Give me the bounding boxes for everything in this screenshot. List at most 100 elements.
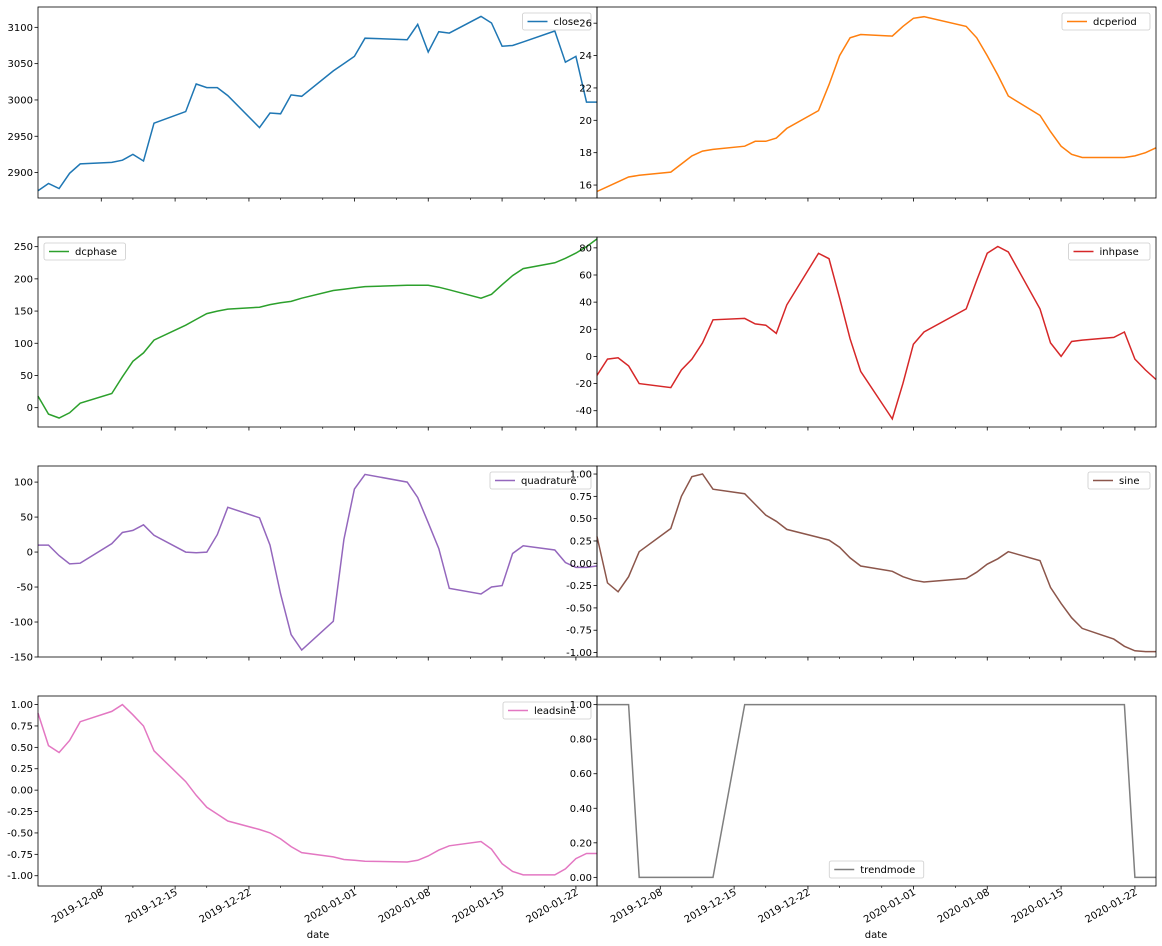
legend-label: trendmode [860,865,915,876]
x-tick-label: 2019-12-15 [124,887,180,926]
legend-label: dcperiod [1093,17,1137,28]
legend-box [828,860,925,879]
axes-frame [37,695,598,887]
y-tick-label: 0.50 [11,743,33,754]
axes-frame [596,465,1157,658]
x-tick-label: 2020-01-15 [451,887,507,926]
y-tick-label: 1.00 [570,470,592,481]
legend-box [1061,12,1151,31]
y-tick-label: 150 [14,307,33,318]
y-tick-label: 22 [579,83,592,94]
series-line-sine [596,473,1156,653]
x-tick-label: 2019-12-08 [50,887,106,926]
y-tick-label: 1.00 [11,700,33,711]
y-tick-label: 0.00 [570,873,592,884]
legend-box [522,12,592,31]
y-tick-label: -0.50 [566,603,592,614]
y-tick-label: 80 [579,243,592,254]
x-tick-label: 2020-01-08 [936,887,992,926]
y-tick-label: -0.50 [7,828,33,839]
legend-label: close [554,17,580,28]
y-tick-label: 0.60 [570,769,592,780]
y-tick-label: 0.80 [570,735,592,746]
legend-dcphase: dcphase [43,242,126,261]
y-tick-label: 0.50 [570,514,592,525]
legend-label: inhpase [1100,247,1139,258]
subplot-close: 2900 2950 3000 3050 3100 close [8,6,598,202]
legend-box [489,471,592,490]
y-tick-label: 0 [27,403,33,414]
y-tick-label: 3000 [8,95,33,106]
y-tick-label: -0.25 [7,807,33,818]
axes-frame [596,695,1157,887]
y-tick-label: 200 [14,274,33,285]
y-tick-label: 100 [14,478,33,489]
subplot-dcphase: 0 50 100 150 200 250 dcphase [14,236,598,431]
series-line-quadrature [38,473,598,652]
y-tick-label: 2950 [8,132,33,143]
legend-leadsine: leadsine [502,701,592,720]
y-tick-label: 0.25 [11,764,33,775]
y-tick-label: 100 [14,339,33,350]
x-tick-label: 2020-01-01 [862,887,918,926]
y-tick-label: -40 [576,406,592,417]
subplot-trendmode: 0.00 0.20 0.40 0.60 0.80 1.00 2019-12-08 2019-1… [570,695,1157,926]
y-tick-label: 0.75 [570,492,592,503]
legend-inhpase: inhpase [1068,242,1151,261]
y-tick-label: 50 [20,513,33,524]
y-tick-label: -150 [10,653,33,664]
x-tick-label: 2020-01-15 [1010,887,1066,926]
y-tick-label: 0.20 [570,838,592,849]
y-tick-label: -1.00 [566,648,592,659]
y-tick-label: -50 [17,583,33,594]
x-tick-label: 2020-01-22 [525,887,581,926]
y-tick-label: 50 [20,371,33,382]
series-line-trendmode [597,703,1156,879]
y-tick-label: 24 [579,51,592,62]
x-tick-label: 2019-12-22 [757,887,813,926]
y-tick-label: 0 [586,352,592,363]
series-line-inhpase [596,245,1157,421]
y-tick-label: 0.25 [570,536,592,547]
y-tick-label: 250 [14,242,33,253]
x-tick-label: 2019-12-22 [198,887,254,926]
legend-box [43,242,126,261]
y-tick-label: 3050 [8,59,33,70]
y-tick-label: -0.75 [7,850,33,861]
y-tick-label: 60 [579,271,592,282]
axes-frame [596,236,1157,428]
y-tick-label: -100 [10,618,33,629]
subplot-dcperiod: 16 18 20 22 24 26 dcperiod [579,6,1157,202]
axes-frame [37,236,598,428]
x-tick-label: 2020-01-01 [303,887,359,926]
axes-frame [37,465,598,658]
x-tick-label: 2019-12-08 [609,887,665,926]
legend-trendmode: trendmode [828,860,925,879]
legend-label: leadsine [534,706,576,717]
legend-close: close [522,12,592,31]
legend-quadrature: quadrature [489,471,592,490]
y-tick-label: 0.00 [570,559,592,570]
legend-label: dcphase [75,247,117,258]
y-tick-label: 18 [579,148,592,159]
series-line-close [37,15,597,192]
y-tick-label: 0.00 [11,786,33,797]
subplot-inhpase: -40 -20 0 20 40 60 80 inhpase [576,236,1157,431]
y-tick-label: 0.75 [11,721,33,732]
y-tick-label: -0.75 [566,626,592,637]
x-tick-label: 2019-12-15 [683,887,739,926]
y-tick-label: 0.40 [570,804,592,815]
y-tick-label: 16 [579,181,592,192]
y-tick-label: 26 [579,19,592,30]
y-tick-label: 3100 [8,23,33,34]
series-line-dcperiod [596,15,1157,193]
y-tick-label: 2900 [8,168,33,179]
subplot-leadsine: -1.00 -0.75 -0.50 -0.25 0.00 0.25 0.50 0.75 1.00… [7,695,598,926]
legend-label: sine [1119,476,1139,487]
x-tick-label: 2020-01-08 [377,887,433,926]
series-line-leadsine [37,703,597,876]
legend-box [1087,471,1151,490]
series-line-dcphase [37,238,598,419]
subplot-quadrature: -150 -100 -50 0 50 100 quadrature [10,465,598,664]
